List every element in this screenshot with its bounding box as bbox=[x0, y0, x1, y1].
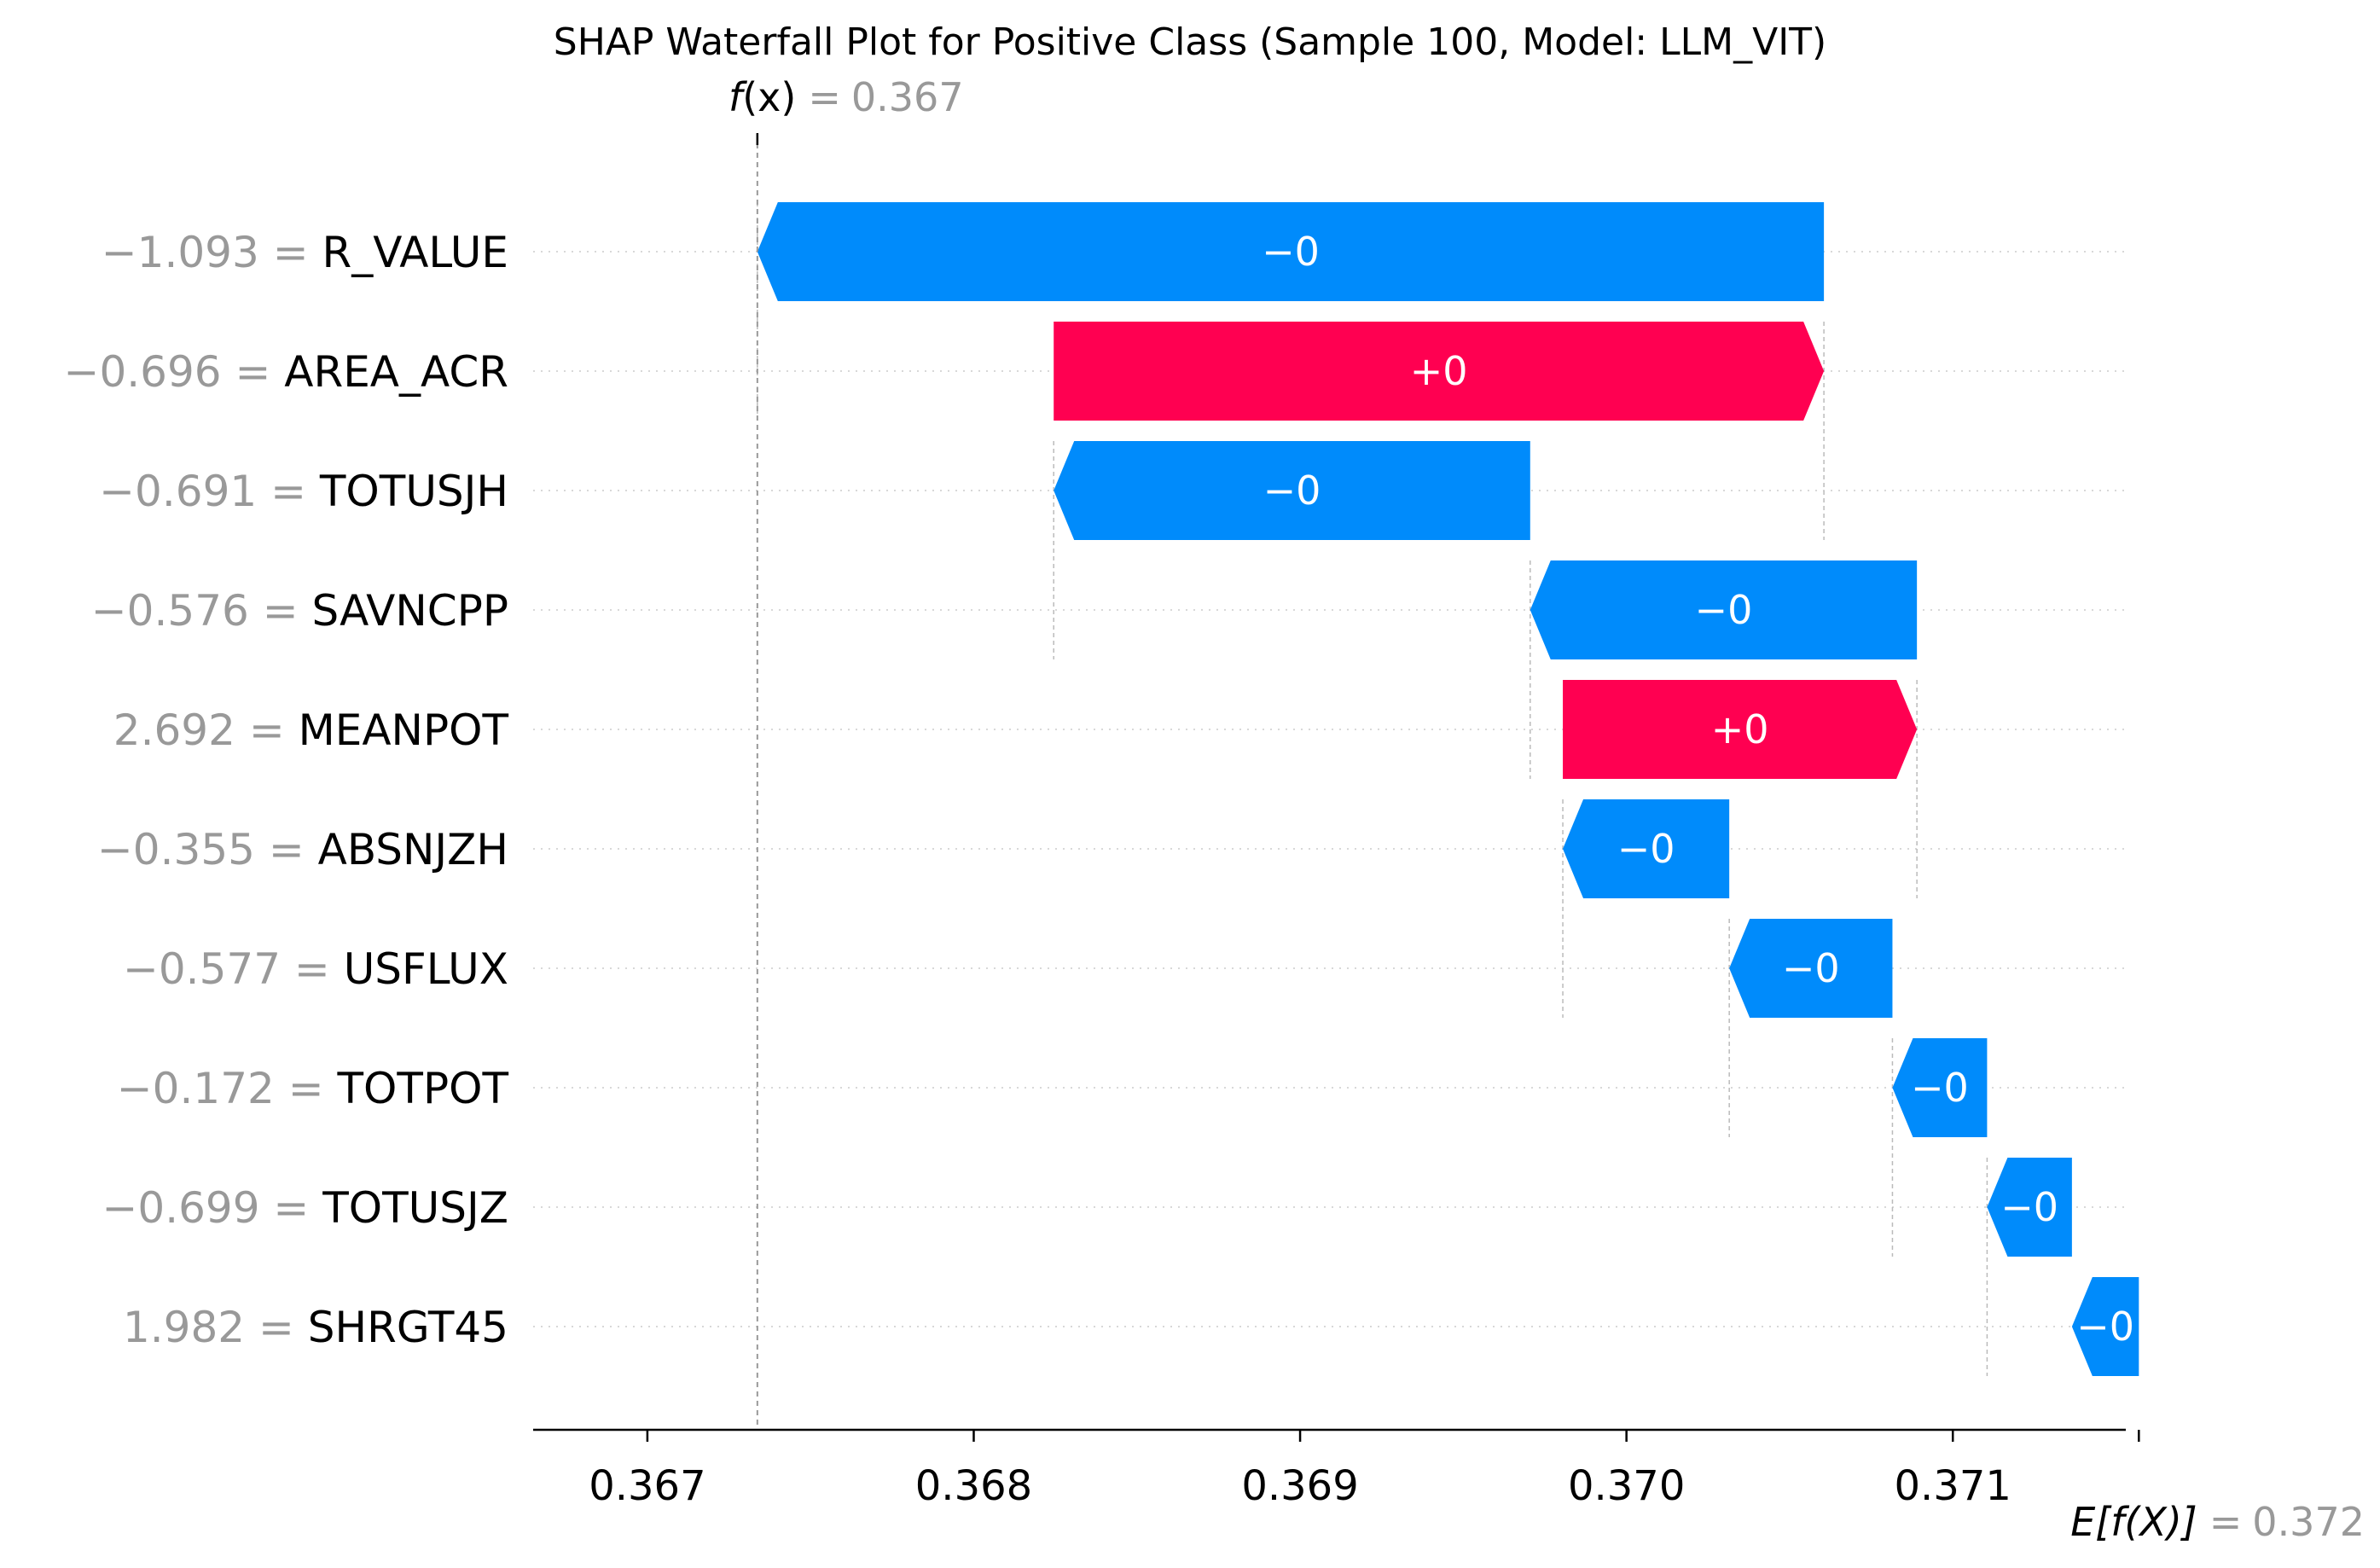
waterfall-bar bbox=[1987, 1158, 2072, 1257]
waterfall-bar bbox=[757, 202, 1825, 301]
feature-label: −0.691 = TOTUSJH bbox=[99, 467, 508, 516]
bar-value-label: −0 bbox=[1782, 945, 1840, 991]
fx-eq: = bbox=[808, 74, 841, 120]
feature-name: TOTUSJZ bbox=[322, 1183, 508, 1233]
feature-name: TOTPOT bbox=[337, 1064, 509, 1113]
feature-value: −0.172 = bbox=[117, 1064, 338, 1113]
fx-value: 0.367 bbox=[851, 74, 964, 120]
chart-title: SHAP Waterfall Plot for Positive Class (… bbox=[554, 20, 1826, 64]
feature-label: −0.696 = AREA_ACR bbox=[64, 347, 508, 397]
feature-value: 1.982 = bbox=[123, 1303, 308, 1352]
feature-label: −0.699 = TOTUSJZ bbox=[102, 1183, 509, 1233]
bar-value-label: +0 bbox=[1711, 706, 1769, 752]
bar-value-label: −0 bbox=[2076, 1304, 2134, 1350]
x-tick-label: 0.370 bbox=[1568, 1462, 1685, 1510]
x-tick-label: 0.369 bbox=[1241, 1462, 1358, 1510]
feature-name: AREA_ACR bbox=[284, 347, 508, 397]
waterfall-bar bbox=[1530, 560, 1918, 659]
feature-value: −0.691 = bbox=[99, 467, 320, 516]
efx-value: 0.372 bbox=[2252, 1499, 2365, 1545]
bar-value-label: −0 bbox=[2000, 1184, 2058, 1230]
bar-value-label: −0 bbox=[1263, 467, 1321, 514]
fx-label: f(x) = 0.367 bbox=[729, 74, 964, 120]
feature-name: ABSNJZH bbox=[318, 825, 508, 874]
feature-value: 2.692 = bbox=[113, 706, 299, 755]
waterfall-bar bbox=[1892, 1038, 1988, 1137]
feature-value: −0.577 = bbox=[123, 944, 344, 994]
efx-eq: = bbox=[2209, 1499, 2243, 1545]
bar-value-label: −0 bbox=[1262, 229, 1320, 275]
fx-label-rest: (x) bbox=[742, 74, 796, 120]
feature-labels: −1.093 = R_VALUE −0.696 = AREA_ACR −0.691 … bbox=[64, 228, 509, 1352]
feature-value: −0.576 = bbox=[91, 586, 312, 636]
x-tick-label: 0.371 bbox=[1895, 1462, 2011, 1510]
feature-value: −0.355 = bbox=[97, 825, 318, 874]
waterfall-bar bbox=[1729, 919, 1893, 1018]
feature-value: −0.699 = bbox=[102, 1183, 323, 1233]
feature-name: SAVNCPP bbox=[312, 586, 509, 636]
x-tick-label: 0.367 bbox=[589, 1462, 705, 1510]
bar-value-label: −0 bbox=[1617, 826, 1675, 872]
feature-label: −1.093 = R_VALUE bbox=[102, 228, 508, 277]
bar-value-label: +0 bbox=[1410, 348, 1468, 394]
waterfall-bar bbox=[2071, 1277, 2139, 1376]
bar-connectors bbox=[757, 202, 1988, 1376]
feature-value: −0.696 = bbox=[64, 347, 285, 397]
bar-value-label: −0 bbox=[1695, 587, 1753, 633]
feature-label: −0.172 = TOTPOT bbox=[117, 1064, 509, 1113]
efx-label: E[f(X)] = 0.372 bbox=[2070, 1499, 2365, 1545]
fx-annotation: f(x) = 0.367 bbox=[729, 74, 964, 1430]
feature-name: SHRGT45 bbox=[308, 1303, 508, 1352]
feature-name: MEANPOT bbox=[299, 706, 509, 755]
feature-label: 2.692 = MEANPOT bbox=[113, 706, 509, 755]
waterfall-bar bbox=[1054, 322, 1825, 421]
waterfall-bar bbox=[1054, 441, 1530, 540]
feature-label: −0.577 = USFLUX bbox=[123, 944, 508, 994]
waterfall-bar bbox=[1563, 680, 1918, 779]
feature-name: USFLUX bbox=[344, 944, 508, 994]
x-tick-label: 0.368 bbox=[915, 1462, 1032, 1510]
efx-label-name: E[f(X)] bbox=[2070, 1499, 2197, 1545]
feature-label: −0.576 = SAVNCPP bbox=[91, 586, 508, 636]
bar-value-label: −0 bbox=[1911, 1065, 1969, 1111]
waterfall-bars: −0 +0 −0 −0 +0 −0 −0 −0 −0 −0 bbox=[757, 202, 2139, 1376]
feature-value: −1.093 = bbox=[102, 228, 322, 277]
feature-name: R_VALUE bbox=[322, 228, 508, 277]
efx-annotation: E[f(X)] = 0.372 bbox=[2070, 1430, 2365, 1545]
x-axis: 0.367 0.368 0.369 0.370 0.371 bbox=[533, 1428, 2126, 1510]
feature-name: TOTUSJH bbox=[319, 467, 508, 516]
feature-label: 1.982 = SHRGT45 bbox=[123, 1303, 508, 1352]
waterfall-bar bbox=[1563, 799, 1730, 898]
feature-label: −0.355 = ABSNJZH bbox=[97, 825, 508, 874]
